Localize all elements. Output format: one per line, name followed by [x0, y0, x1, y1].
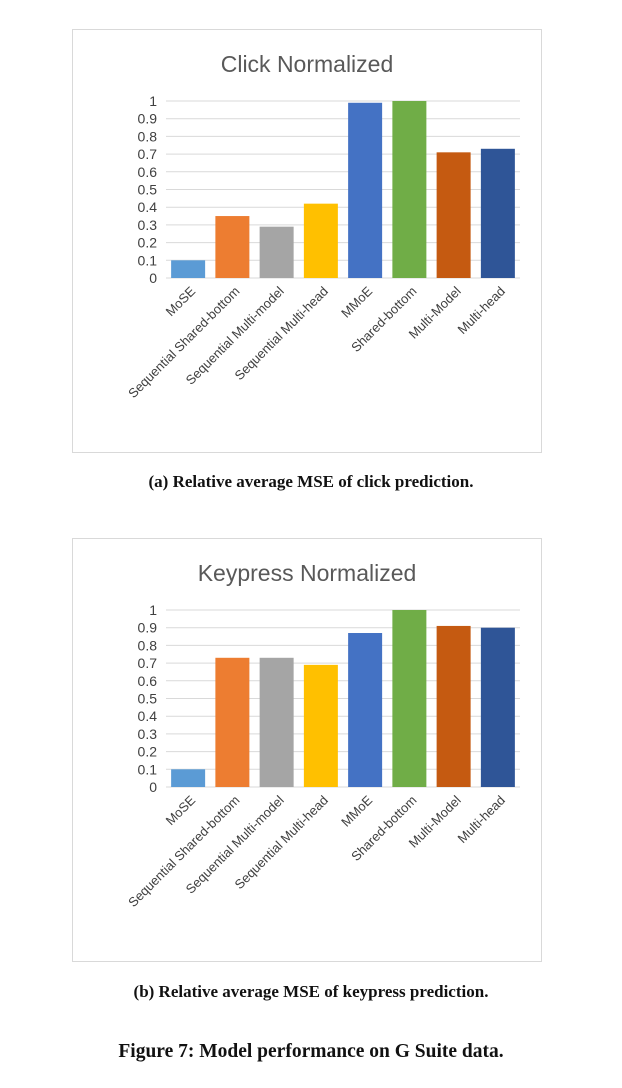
click-y-tick-label: 0.9 [138, 111, 158, 127]
click-category-label: MMoE [338, 283, 375, 320]
click-y-tick-label: 0.6 [138, 164, 158, 180]
keypress-bar-shared-bottom [392, 610, 427, 787]
keypress-y-tick-label: 0 [149, 779, 157, 795]
keypress-bar-sequential-multi-model [259, 657, 294, 787]
click-category-label: MoSE [163, 283, 199, 319]
keypress-bar-sequential-shared-bottom [215, 657, 250, 787]
keypress-y-tick-label: 0.4 [138, 708, 158, 724]
figure-caption: Figure 7: Model performance on G Suite d… [118, 1041, 504, 1062]
keypress-category-label: MoSE [163, 792, 199, 828]
keypress-y-tick-label: 0.2 [138, 744, 158, 760]
click-bar-sequential-shared-bottom [215, 216, 250, 278]
click-chart-panel: Click Normalized 0 0.1 0.2 0.3 0.4 0.5 0.6 0.7 0.… [72, 29, 542, 453]
keypress-y-tick-label: 0.9 [138, 620, 158, 636]
click-y-tick-label: 0 [149, 270, 157, 286]
keypress-bar-sequential-multi-head [303, 664, 338, 787]
keypress-bar-mmoe [348, 633, 383, 787]
click-bar-shared-bottom [392, 101, 427, 278]
click-y-tick-label: 0.2 [138, 235, 158, 251]
click-y-tick-label: 1 [149, 93, 157, 109]
click-y-tick-label: 0.3 [138, 217, 158, 233]
keypress-chart-panel: Keypress Normalized 0 0.1 0.2 0.3 0.4 0.5 0.6 0.… [72, 538, 542, 962]
keypress-bar-multi-model [436, 625, 471, 787]
keypress-chart-title: Keypress Normalized [198, 560, 417, 586]
click-y-tick-label: 0.5 [138, 182, 158, 198]
click-bar-sequential-multi-head [303, 203, 338, 278]
click-chart: Click Normalized 0 0.10.2 0.3 0.40.5 0.6 0.7 0.… [125, 51, 520, 401]
keypress-y-tick-label: 0.1 [138, 761, 158, 777]
keypress-y-tick-label: 0.6 [138, 673, 158, 689]
keypress-category-label: Multi-head [454, 793, 508, 847]
keypress-y-tick-label: 0.5 [138, 691, 158, 707]
click-category-label: Multi-head [454, 284, 508, 338]
click-bar-multi-head [480, 148, 515, 278]
click-y-tick-label: 0.4 [138, 199, 158, 215]
click-chart-title: Click Normalized [221, 51, 394, 77]
click-y-tick-label: 0.8 [138, 128, 158, 144]
keypress-bar-multi-head [480, 627, 515, 787]
keypress-y-tick-label: 0.8 [138, 637, 158, 653]
click-bar-mose [171, 260, 206, 278]
caption-keypress: (b) Relative average MSE of keypress pre… [133, 982, 489, 1001]
click-bar-multi-model [436, 152, 471, 278]
caption-click: (a) Relative average MSE of click predic… [148, 472, 474, 491]
keypress-category-label: MMoE [338, 792, 375, 829]
keypress-y-tick-label: 1 [149, 602, 157, 618]
click-bar-mmoe [348, 102, 383, 279]
click-bar-sequential-multi-model [259, 226, 294, 278]
click-y-tick-label: 0.7 [138, 146, 158, 162]
keypress-y-tick-label: 0.7 [138, 655, 158, 671]
keypress-chart: Keypress Normalized 0 0.10.2 0.3 0.40.5 0.6 0.… [125, 560, 520, 910]
keypress-y-tick-label: 0.3 [138, 726, 158, 742]
keypress-bar-mose [171, 769, 206, 787]
click-y-tick-label: 0.1 [138, 252, 158, 268]
